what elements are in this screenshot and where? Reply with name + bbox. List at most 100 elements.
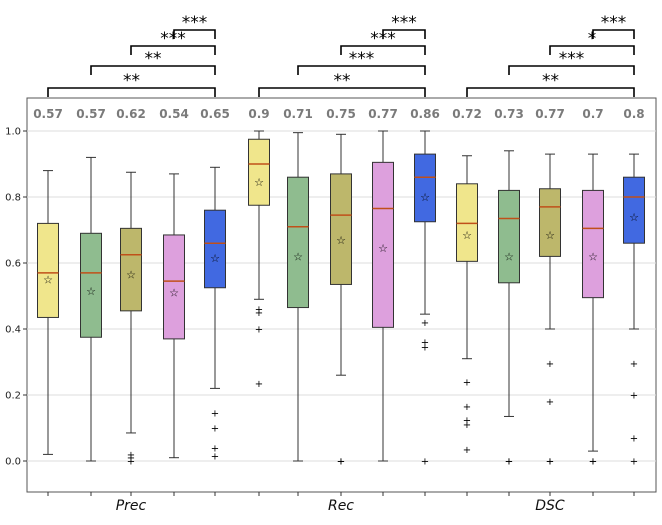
outlier-marker: +	[211, 443, 219, 454]
y-tick-label: 1.0	[5, 127, 21, 138]
significance-bracket	[130, 45, 216, 55]
box-body	[204, 209, 226, 289]
outlier-marker: +	[630, 391, 638, 402]
mean-marker: ☆	[629, 211, 639, 224]
significance-label: ***	[370, 29, 396, 49]
outlier-marker: +	[421, 338, 429, 349]
box-body	[456, 183, 478, 262]
median-value-label: 0.77	[368, 107, 398, 121]
mean-marker: ☆	[43, 274, 53, 287]
mean-marker: ☆	[293, 250, 303, 263]
y-tick-label: 0.2	[5, 391, 21, 402]
outlier-marker: +	[127, 450, 135, 461]
box-body	[498, 189, 520, 284]
mean-marker: ☆	[336, 234, 346, 247]
significance-label: ***	[391, 13, 417, 33]
significance-bracket	[258, 87, 426, 97]
significance-bracket	[549, 45, 635, 55]
median-value-label: 0.73	[494, 107, 524, 121]
mean-marker: ☆	[545, 229, 555, 242]
significance-label: **	[123, 71, 140, 91]
box-body	[287, 176, 309, 309]
significance-bracket	[47, 87, 216, 97]
box-body	[414, 153, 436, 223]
outlier-marker: +	[589, 457, 597, 468]
outlier-marker: +	[421, 457, 429, 468]
mean-marker: ☆	[86, 285, 96, 298]
outlier-marker: +	[211, 452, 219, 463]
y-tick-label: 0.0	[5, 457, 21, 468]
outlier-marker: +	[421, 343, 429, 354]
box-body	[582, 189, 604, 299]
outlier-marker: +	[505, 457, 513, 468]
outlier-marker: +	[421, 318, 429, 329]
median-value-label: 0.86	[410, 107, 440, 121]
outlier-marker: +	[211, 409, 219, 420]
median-value-label: 0.7	[582, 107, 603, 121]
outlier-marker: +	[127, 453, 135, 464]
box-body	[163, 234, 185, 340]
significance-bracket	[297, 65, 426, 75]
y-tick-label: 0.6	[5, 259, 21, 270]
outlier-marker: +	[630, 359, 638, 370]
outlier-marker: +	[255, 308, 263, 319]
mean-marker: ☆	[210, 252, 220, 265]
mean-marker: ☆	[462, 229, 472, 242]
significance-bracket	[466, 87, 635, 97]
outlier-marker: +	[337, 457, 345, 468]
outlier-marker: +	[337, 457, 345, 468]
box-body	[330, 173, 352, 285]
box-body	[248, 138, 270, 206]
mean-marker: ☆	[588, 250, 598, 263]
y-tick-label: 0.8	[5, 193, 21, 204]
box-body	[37, 222, 59, 318]
outlier-marker: +	[546, 397, 554, 408]
mean-marker: ☆	[169, 287, 179, 300]
significance-bracket	[508, 65, 635, 75]
outlier-marker: +	[630, 433, 638, 444]
outlier-marker: +	[255, 379, 263, 390]
median-value-label: 0.75	[326, 107, 356, 121]
significance-label: **	[542, 71, 559, 91]
significance-label: **	[334, 71, 351, 91]
box-body	[120, 227, 142, 312]
significance-label: ***	[160, 29, 186, 49]
outlier-marker: +	[546, 457, 554, 468]
significance-bracket	[173, 29, 216, 39]
median-value-label: 0.65	[200, 107, 230, 121]
significance-bracket	[592, 29, 635, 39]
median-value-label: 0.54	[159, 107, 189, 121]
median-value-label: 0.8	[623, 107, 644, 121]
median-value-label: 0.77	[535, 107, 565, 121]
mean-marker: ☆	[378, 242, 388, 255]
outlier-marker: +	[127, 457, 135, 468]
outlier-marker: +	[211, 424, 219, 435]
significance-bracket	[340, 45, 426, 55]
mean-marker: ☆	[254, 176, 264, 189]
median-value-label: 0.72	[452, 107, 482, 121]
significance-label: ***	[601, 13, 627, 33]
significance-bracket	[382, 29, 426, 39]
median-value-label: 0.71	[283, 107, 313, 121]
box-body	[372, 161, 394, 328]
significance-label: ***	[349, 49, 375, 69]
outlier-marker: +	[255, 305, 263, 316]
outlier-marker: +	[546, 359, 554, 370]
significance-label: ***	[182, 13, 208, 33]
significance-bracket	[90, 65, 216, 75]
outlier-marker: +	[589, 457, 597, 468]
median-value-label: 0.9	[248, 107, 269, 121]
median-value-label: 0.57	[76, 107, 106, 121]
mean-marker: ☆	[126, 269, 136, 282]
significance-label: ***	[559, 49, 585, 69]
significance-label: **	[145, 49, 162, 69]
group-label: Rec	[328, 498, 354, 514]
y-tick-label: 0.4	[5, 325, 21, 336]
group-label: DSC	[535, 498, 565, 514]
outlier-marker: +	[630, 457, 638, 468]
outlier-marker: +	[505, 457, 513, 468]
box-body	[539, 188, 561, 257]
mean-marker: ☆	[420, 191, 430, 204]
